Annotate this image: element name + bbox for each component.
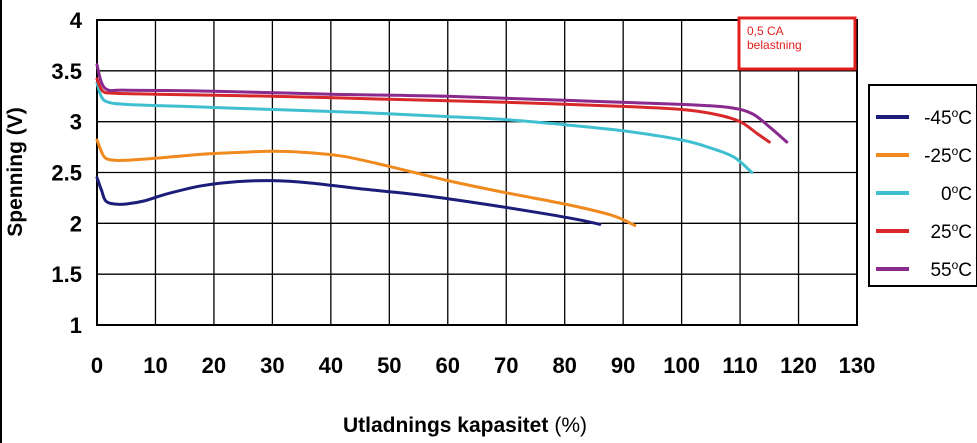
x-tick-label: 40: [319, 353, 343, 378]
y-tick-label: 2: [70, 211, 82, 236]
annotation-box: 0,5 CA belastning: [737, 16, 857, 71]
legend-label-degree: o: [952, 220, 959, 234]
legend-label-name: 0: [941, 184, 952, 205]
series-lines: [95, 63, 789, 227]
series-line: [95, 81, 754, 174]
y-tick-label: 1: [70, 313, 82, 338]
legend-label: 55oC: [930, 258, 972, 281]
legend-label-name: -25: [924, 146, 951, 167]
x-axis-title: Utladnings kapasitet (%): [343, 414, 587, 437]
legend-label-name: 25: [930, 222, 951, 243]
annotation-line-1: 0,5 CA: [747, 24, 784, 38]
legend-label: -45oC: [924, 106, 972, 129]
legend-label-degree: o: [952, 258, 959, 272]
y-tick-label: 4: [70, 8, 83, 33]
series-line: [95, 176, 602, 226]
x-tick-label: 60: [436, 353, 460, 378]
legend-label: 0oC: [941, 182, 972, 205]
x-tick-label: 130: [839, 353, 876, 378]
x-tick-label: 110: [722, 353, 758, 378]
x-tick-label: 70: [494, 353, 518, 378]
y-tick-label: 3: [70, 110, 82, 135]
x-tick-label: 100: [663, 353, 700, 378]
legend-label-degree: o: [952, 182, 959, 196]
x-tick-label: 120: [780, 353, 817, 378]
y-tick-labels: 1 1.5 2 2.5 3 3.5 4: [51, 8, 82, 338]
x-tick-label: 20: [202, 353, 226, 378]
x-tick-labels: 0 10 20 30 40 50 60 70 80 90 100 110 120 130: [91, 353, 875, 378]
x-tick-label: 10: [143, 353, 167, 378]
plot-area-border: [96, 19, 858, 326]
series-line: [95, 138, 637, 227]
series-line: [95, 63, 789, 144]
y-tick-label: 1.5: [51, 262, 82, 287]
legend-label-unit: C: [958, 184, 972, 205]
legend-label-unit: C: [958, 108, 972, 129]
legend-label-unit: C: [958, 260, 972, 281]
x-axis-title-unit: (%): [554, 414, 587, 437]
legend-label-unit: C: [958, 146, 972, 167]
legend-label: -25oC: [924, 144, 972, 167]
legend-label: 25oC: [930, 220, 972, 243]
y-tick-label: 3.5: [51, 59, 82, 84]
x-axis-title-main: Utladnings kapasitet: [343, 414, 548, 437]
legend-label-unit: C: [958, 222, 972, 243]
x-tick-label: 50: [377, 353, 401, 378]
x-tick-label: 0: [91, 353, 103, 378]
x-tick-label: 30: [260, 353, 284, 378]
legend-label-name: -45: [924, 108, 951, 129]
annotation-line-2: belastning: [747, 38, 802, 52]
grid-lines: [97, 20, 857, 325]
x-tick-label: 90: [611, 353, 635, 378]
series-line: [95, 77, 771, 144]
y-axis-title: Spenning (V): [4, 107, 27, 237]
legend-label-name: 55: [930, 260, 951, 281]
x-tick-label: 80: [552, 353, 576, 378]
legend-label-degree: o: [952, 144, 959, 158]
annotation-border: [737, 16, 857, 71]
y-tick-label: 2.5: [51, 161, 82, 186]
legend-label-degree: o: [952, 106, 959, 120]
